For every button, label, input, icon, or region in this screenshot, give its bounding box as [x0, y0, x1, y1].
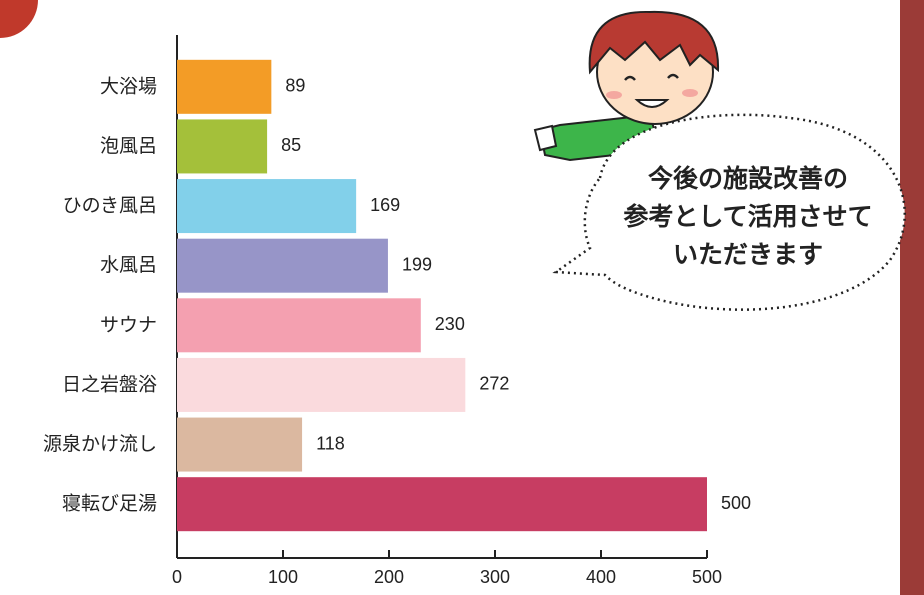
value-label: 272 [479, 374, 509, 394]
y-tick-label: ひのき風呂 [63, 195, 157, 217]
bar [177, 298, 421, 352]
x-tick-label: 400 [586, 567, 616, 587]
x-tick-label: 500 [692, 567, 722, 587]
bar [177, 239, 388, 293]
bar [177, 60, 271, 114]
bar [177, 358, 465, 412]
value-label: 169 [370, 195, 400, 215]
y-tick-label: 水風呂 [100, 254, 157, 276]
x-tick-label: 300 [480, 567, 510, 587]
side-strip [900, 0, 924, 595]
bar [177, 119, 267, 173]
x-tick-label: 200 [374, 567, 404, 587]
y-tick-label: 泡風呂 [100, 135, 157, 157]
value-label: 118 [316, 433, 345, 453]
y-tick-label: サウナ [100, 314, 157, 336]
value-label: 89 [285, 76, 305, 96]
y-tick-label: 大浴場 [100, 75, 157, 97]
y-tick-label: 寝転び足湯 [62, 493, 157, 515]
value-label: 500 [721, 493, 751, 513]
value-label: 199 [402, 254, 432, 274]
value-label: 230 [435, 314, 465, 334]
chart: 0 100 200 300 400 500 大浴場 89 泡風呂 85 ひのき風呂 169 水風呂 199… [0, 0, 924, 595]
y-tick-label: 日之岩盤浴 [62, 373, 157, 395]
bar [177, 418, 302, 472]
x-tick-label: 100 [268, 567, 298, 587]
bubble-text: 今後の施設改善の [648, 164, 848, 193]
bar [177, 179, 356, 233]
corner-badge [0, 0, 38, 38]
bubble-text: 参考として活用させて [623, 202, 872, 231]
y-tick-label: 源泉かけ流し [43, 433, 157, 455]
bubble-text: いただきます [673, 240, 823, 269]
bar [177, 477, 707, 531]
value-label: 85 [281, 135, 301, 155]
x-tick-label: 0 [172, 567, 182, 587]
